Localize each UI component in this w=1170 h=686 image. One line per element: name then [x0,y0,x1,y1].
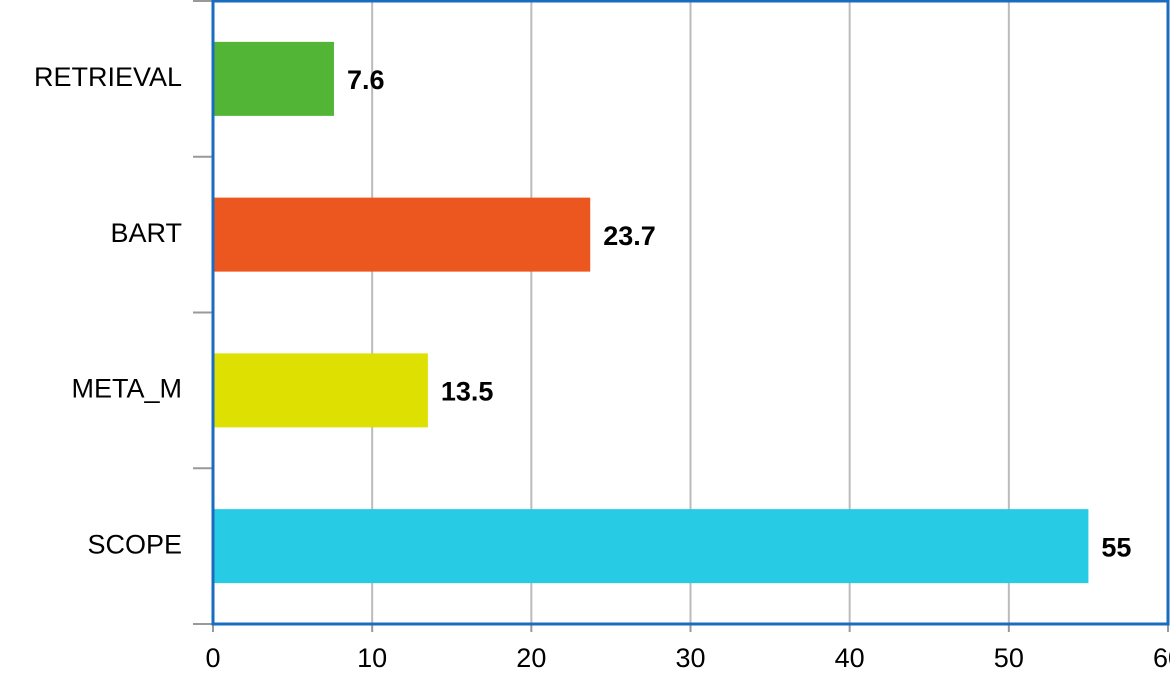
x-tick-label: 60 [1153,643,1170,673]
bar [213,197,591,272]
plot-border [211,0,1170,626]
x-tick-label: 20 [516,643,546,673]
value-label: 7.6 [347,65,385,95]
bar [213,41,334,116]
x-tick-label: 10 [357,643,387,673]
x-tick-label: 50 [994,643,1024,673]
y-tick-label: RETRIEVAL [34,62,182,92]
x-tick-label: 0 [205,643,220,673]
bar [213,353,428,428]
y-tick-label: SCOPE [87,529,182,559]
value-label: 55 [1101,532,1131,562]
value-label: 23.7 [603,221,656,251]
x-tick-label: 30 [675,643,705,673]
value-label: 13.5 [441,377,494,407]
x-tick-label: 40 [835,643,865,673]
y-tick-label: META_M [71,374,182,404]
y-tick-label: BART [110,218,182,248]
bar [213,509,1089,584]
